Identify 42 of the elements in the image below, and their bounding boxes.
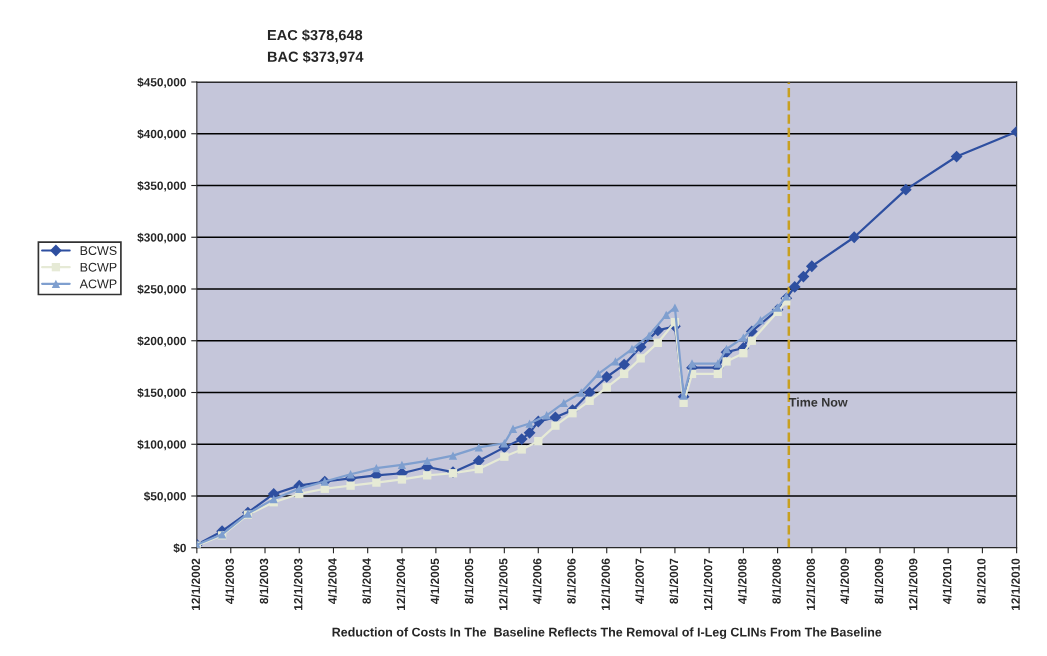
legend-label: ACWP: [79, 279, 117, 289]
y-tick-label: $350,000: [137, 181, 186, 192]
x-tick-label: 12/1/2009: [908, 558, 918, 610]
y-tick-label: $200,000: [137, 336, 186, 347]
x-tick-label: 8/1/2007: [669, 558, 679, 604]
x-tick-label: 8/1/2005: [464, 558, 474, 604]
x-tick-label: 4/1/2007: [635, 558, 644, 604]
y-tick-label: $300,000: [137, 232, 186, 244]
y-tick-label: $400,000: [137, 129, 186, 140]
x-tick-label: 4/1/2008: [737, 558, 747, 604]
x-tick-label: 4/1/2010: [942, 558, 952, 604]
x-tick-label: 12/1/2010: [1011, 558, 1020, 610]
y-tick-label: $100,000: [137, 439, 186, 451]
text: BAC $373,974: [267, 50, 364, 64]
x-tick-label: 4/1/2006: [532, 558, 542, 604]
x-tick-label: 12/1/2008: [806, 558, 816, 610]
text: EAC $378,648: [267, 29, 363, 43]
x-axis-title: Reduction of Costs In The Baseline Reflects The Removal of I-Leg CLINs From The Baseline: [332, 627, 882, 640]
y-tick-label: $50,000: [143, 491, 186, 503]
x-tick-label: 8/1/2003: [259, 558, 269, 604]
x-tick-label: 8/1/2004: [362, 558, 371, 604]
x-tick-label: 4/1/2003: [225, 558, 235, 604]
legend-label: BCWP: [80, 262, 117, 272]
x-tick-label: 12/1/2004: [396, 558, 406, 610]
x-tick-label: 12/1/2005: [498, 558, 508, 610]
x-tick-label: 12/1/2006: [601, 558, 611, 610]
x-tick-label: 4/1/2004: [327, 558, 337, 604]
legend-label: BCWS: [80, 246, 117, 256]
x-tick-label: 4/1/2009: [840, 558, 850, 604]
x-tick-label: 8/1/2008: [772, 558, 781, 604]
y-tick-label: $250,000: [137, 284, 186, 296]
y-tick-label: $0: [173, 543, 186, 553]
x-tick-label: 12/1/2003: [293, 558, 303, 610]
x-tick-label: 8/1/2010: [976, 558, 986, 604]
x-tick-label: 12/1/2002: [191, 558, 201, 610]
x-tick-label: 8/1/2009: [874, 558, 884, 604]
x-tick-label: 4/1/2005: [430, 558, 440, 604]
y-tick-label: $150,000: [137, 388, 186, 399]
y-tick-label: $450,000: [137, 77, 186, 89]
x-tick-label: 12/1/2007: [703, 558, 713, 610]
ref-line-label: Time Now: [788, 397, 848, 407]
x-tick-label: 8/1/2006: [567, 558, 576, 604]
